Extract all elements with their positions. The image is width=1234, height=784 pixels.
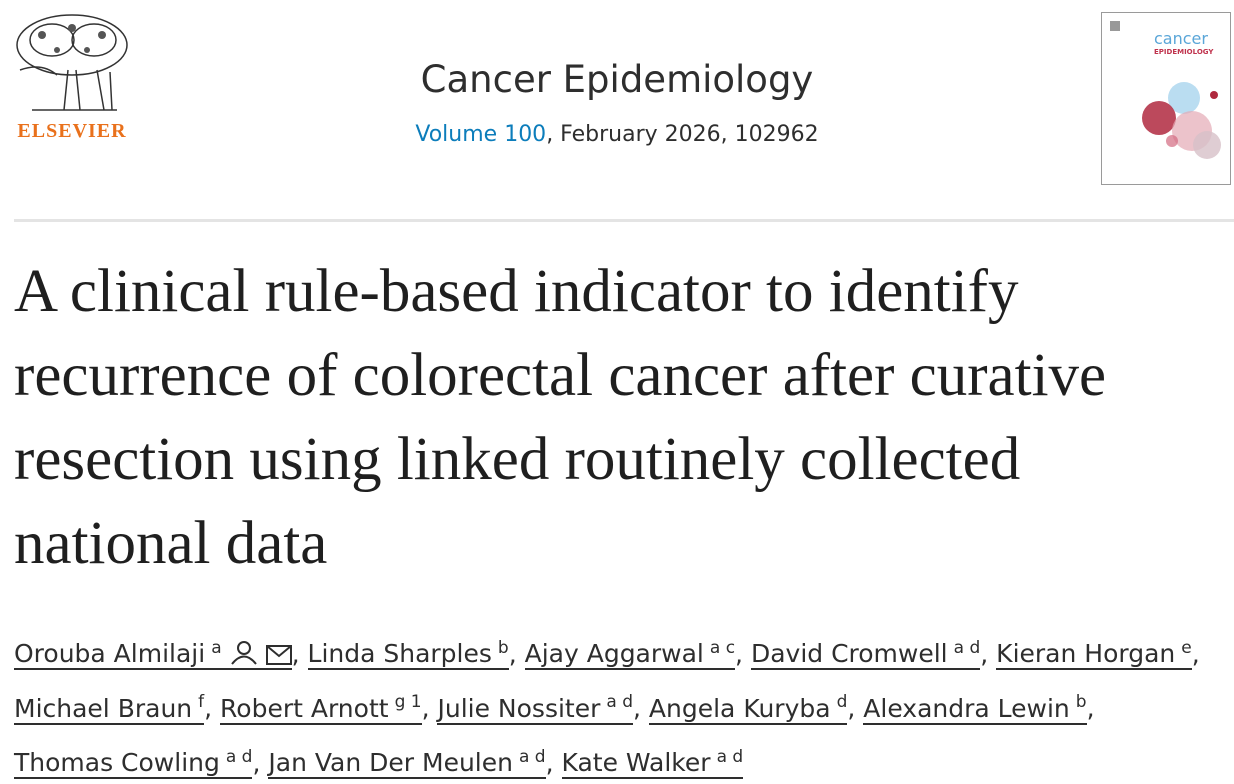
author-separator: , [1086, 693, 1095, 723]
volume-link[interactable]: Volume 100 [415, 122, 547, 147]
divider [14, 219, 1234, 222]
author-separator: , [980, 639, 989, 669]
author-name: Orouba Almilaji [14, 639, 206, 669]
elsevier-logo[interactable] [12, 10, 132, 118]
author-name: Jan Van Der Meulen [268, 747, 513, 777]
author-affiliation: a d [716, 746, 744, 767]
author-link[interactable]: Ajay Aggarwal a c [524, 638, 736, 671]
author-name: Alexandra Lewin [863, 693, 1070, 723]
author-separator: , [421, 693, 430, 723]
author-affiliation: a d [606, 692, 633, 713]
person-icon [230, 641, 257, 665]
author-name: David Cromwell [750, 639, 948, 669]
author-name: Kate Walker [561, 747, 711, 777]
cover-subtitle: EPIDEMIOLOGY [1154, 48, 1214, 56]
author-affiliation: e [1181, 638, 1192, 658]
author-affiliation: b [497, 638, 509, 658]
author-list: Orouba Almilaji a, Linda Sharples b, Ajay … [14, 624, 1229, 784]
author-affiliation: a d [518, 746, 546, 767]
author-separator: , [847, 693, 856, 723]
author-affiliation: g 1 [394, 692, 422, 713]
author-name: Michael Braun [14, 693, 193, 723]
author-separator: , [204, 693, 213, 723]
issue-line: Volume 100, February 2026, 102962 [300, 122, 934, 147]
cover-art [1110, 21, 1221, 159]
author-link[interactable]: Kate Walker a d [561, 746, 744, 779]
author-name: Julie Nossiter [437, 693, 601, 723]
author-affiliation: a [211, 638, 222, 658]
author-separator: , [508, 639, 517, 669]
author-link[interactable]: Angela Kuryba d [648, 692, 848, 725]
issue-info: , February 2026, 102962 [546, 122, 819, 147]
author-affiliation: b [1075, 692, 1087, 713]
author-link[interactable]: Orouba Almilaji a [14, 638, 292, 671]
author-link[interactable]: Julie Nossiter a d [437, 692, 633, 725]
author-link[interactable]: Thomas Cowling a d [14, 746, 253, 779]
author-affiliation: a c [709, 638, 736, 658]
author-separator: , [252, 747, 261, 777]
author-affiliation: a d [225, 746, 253, 767]
author-name: Kieran Horgan [996, 639, 1176, 669]
article-title: A clinical rule-based indicator to ident… [14, 258, 1107, 577]
author-name: Linda Sharples [307, 639, 492, 669]
author-link[interactable]: Kieran Horgan e [996, 638, 1192, 671]
author-affiliation: a d [953, 638, 981, 658]
journal-name[interactable]: Cancer Epidemiology [420, 58, 814, 101]
author-name: Robert Arnott [220, 693, 389, 723]
author-separator: , [1191, 639, 1200, 669]
author-separator: , [545, 747, 554, 777]
author-link[interactable]: Robert Arnott g 1 [220, 692, 422, 725]
author-affiliation: f [198, 692, 205, 713]
email-icon [265, 645, 292, 666]
author-name: Thomas Cowling [14, 747, 220, 777]
author-link[interactable]: Jan Van Der Meulen a d [268, 746, 546, 779]
author-link[interactable]: David Cromwell a d [750, 638, 981, 671]
author-link[interactable]: Michael Braun f [14, 692, 205, 725]
author-link[interactable]: Alexandra Lewin b [863, 692, 1087, 725]
author-separator: , [633, 693, 641, 723]
author-name: Angela Kuryba [648, 693, 831, 723]
cover-title: cancer [1154, 29, 1208, 48]
author-separator: , [291, 639, 300, 669]
journal-cover[interactable]: cancer EPIDEMIOLOGY [1101, 12, 1231, 185]
author-affiliation: d [836, 692, 848, 713]
author-name: Ajay Aggarwal [524, 639, 704, 669]
author-separator: , [735, 639, 743, 669]
author-link[interactable]: Linda Sharples b [307, 638, 509, 671]
publisher: ELSEVIER [17, 120, 127, 142]
